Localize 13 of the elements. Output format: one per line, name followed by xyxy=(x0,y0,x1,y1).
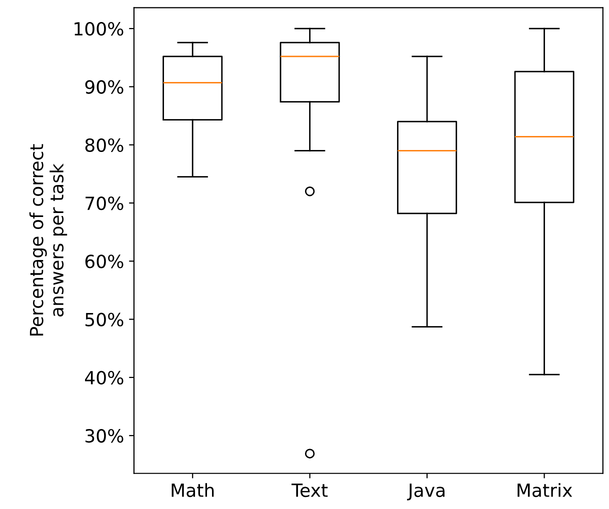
y-tick-label: 40% xyxy=(85,370,124,385)
y-tick-label: 30% xyxy=(86,429,124,443)
y-tick-label: 70% xyxy=(86,196,124,210)
y-tick-label: 50% xyxy=(86,312,124,326)
x-tick-label: Text xyxy=(292,484,328,498)
y-tick-label: 100% xyxy=(74,22,124,36)
y-tick-label: 80% xyxy=(85,138,124,152)
y-tick-label: 60% xyxy=(85,254,124,268)
y-tick-label: 90% xyxy=(85,80,124,94)
y-axis-title: Percentage of correct answers per task xyxy=(29,144,68,336)
x-tick-label: Matrix xyxy=(518,483,572,498)
x-tick-label: Math xyxy=(172,483,214,498)
x-tick-label: Java xyxy=(407,484,444,500)
